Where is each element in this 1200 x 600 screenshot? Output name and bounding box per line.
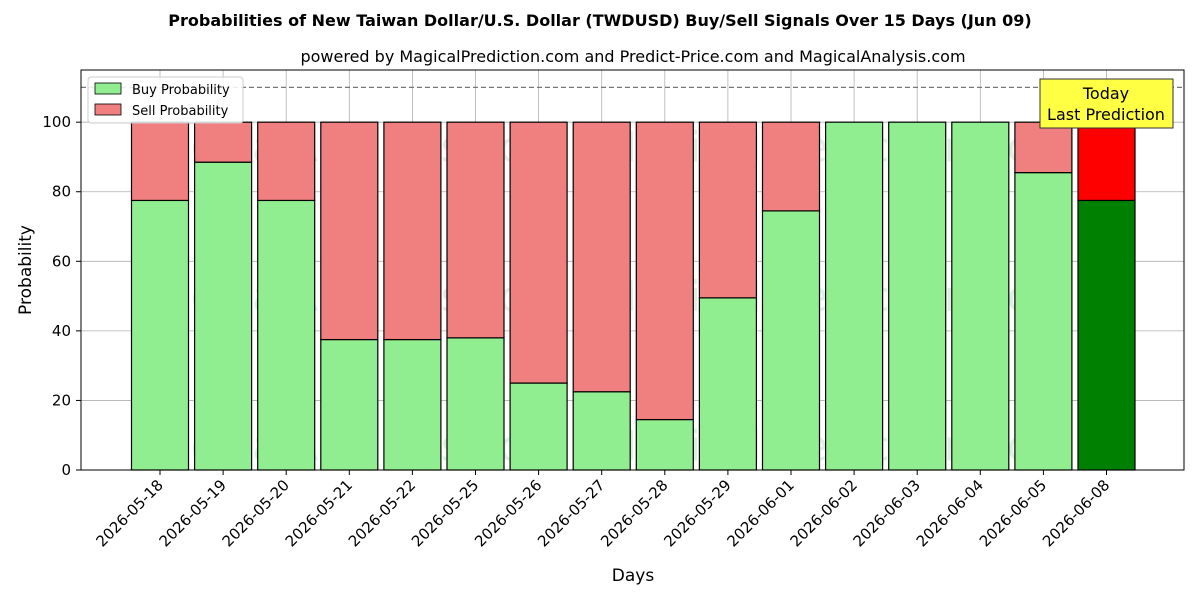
x-tick-label: 2026-06-03 <box>850 476 924 550</box>
sell-bar <box>257 121 316 202</box>
sell-bar <box>572 121 631 393</box>
x-tick-label: 2026-05-22 <box>345 476 419 550</box>
annotation-line2: Last Prediction <box>1047 105 1165 124</box>
buy-bar <box>446 337 505 471</box>
plot-area: MagicalAnalysis.comMagicalPrediction.com… <box>42 69 1185 550</box>
y-tick-label: 0 <box>61 461 71 479</box>
x-tick-label: 2026-06-01 <box>723 476 797 550</box>
buy-bar <box>383 338 442 471</box>
buy-bar <box>635 418 694 471</box>
buy-bar <box>698 297 758 471</box>
buy-bar <box>130 199 190 471</box>
x-tick-label: 2026-05-18 <box>92 476 166 550</box>
chart-subtitle: powered by MagicalPrediction.com and Pre… <box>300 47 965 66</box>
buy-bar <box>1077 199 1136 471</box>
buy-bar <box>509 382 568 471</box>
sell-bar <box>446 121 505 339</box>
sell-bar <box>194 121 253 163</box>
buy-bar <box>888 121 947 471</box>
x-tick-label: 2026-05-26 <box>471 476 545 550</box>
x-tick-label: 2026-05-20 <box>219 476 293 550</box>
legend-sell-label: Sell Probability <box>132 104 229 119</box>
sell-bar <box>130 121 190 202</box>
legend: Buy Probability Sell Probability <box>87 76 244 124</box>
legend-box <box>87 76 244 124</box>
sell-bar <box>698 121 758 299</box>
x-axis-label: Days <box>612 566 655 586</box>
buy-bar <box>824 121 884 471</box>
annotation-line1: Today <box>1082 84 1129 103</box>
chart-title: Probabilities of New Taiwan Dollar/U.S. … <box>168 11 1031 30</box>
y-tick-label: 20 <box>52 391 71 409</box>
x-tick-label: 2026-05-19 <box>156 476 230 550</box>
sell-bar <box>509 121 568 384</box>
buy-bar <box>572 391 631 471</box>
x-axis-ticks: 2026-05-182026-05-192026-05-202026-05-21… <box>92 470 1113 550</box>
x-tick-label: 2026-05-29 <box>660 476 734 550</box>
sell-bar <box>1014 121 1073 174</box>
buy-bar <box>320 338 379 471</box>
buy-bar <box>761 210 821 471</box>
x-tick-label: 2026-05-28 <box>597 476 671 550</box>
y-tick-label: 80 <box>52 183 71 201</box>
legend-sell-swatch <box>94 103 122 116</box>
today-annotation: Today Last Prediction <box>1039 78 1174 129</box>
x-tick-label: 2026-06-02 <box>787 476 861 550</box>
sell-bar <box>761 121 821 212</box>
x-tick-label: 2026-05-21 <box>282 476 356 550</box>
sell-bar <box>1077 121 1136 202</box>
x-tick-label: 2026-06-08 <box>1039 476 1113 550</box>
buy-bar <box>1014 172 1073 471</box>
legend-buy-swatch <box>94 82 122 95</box>
plot-frame <box>80 69 1185 471</box>
buy-bar <box>951 121 1010 471</box>
x-tick-label: 2026-06-04 <box>913 476 987 550</box>
x-tick-label: 2026-06-05 <box>976 476 1050 550</box>
sell-bar <box>320 121 379 341</box>
bars <box>130 121 1136 471</box>
y-tick-label: 100 <box>42 113 71 131</box>
sell-bar <box>635 121 694 421</box>
buy-bar <box>257 199 316 471</box>
y-axis-ticks: 0 20 40 60 80 100 <box>42 113 81 479</box>
sell-bar <box>383 121 442 341</box>
buy-bar <box>194 161 253 471</box>
annotation-box <box>1039 78 1174 129</box>
y-tick-label: 40 <box>52 322 71 340</box>
legend-buy-label: Buy Probability <box>132 83 230 98</box>
y-tick-label: 60 <box>52 252 71 270</box>
y-axis-label: Probability <box>16 225 36 315</box>
x-tick-label: 2026-05-25 <box>408 476 482 550</box>
x-tick-label: 2026-05-27 <box>534 476 608 550</box>
